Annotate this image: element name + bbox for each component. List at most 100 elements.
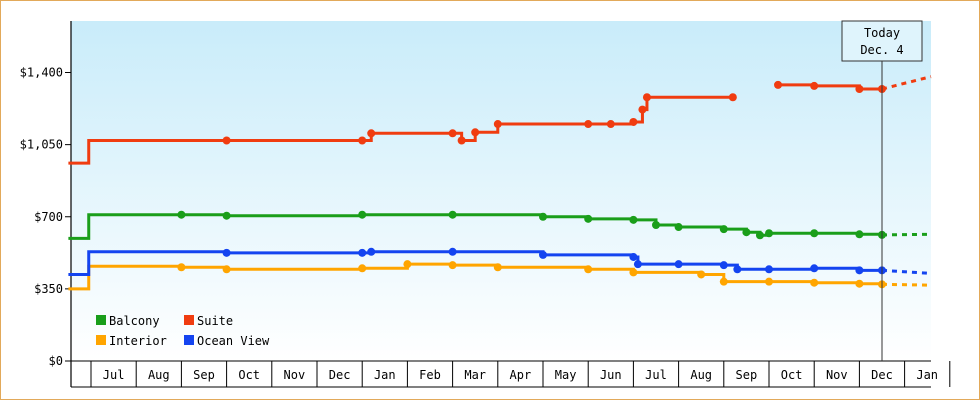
x-tick-label: Sep (736, 368, 758, 382)
legend-swatch (96, 335, 106, 345)
data-point-balcony (810, 229, 819, 238)
data-point-balcony (584, 214, 593, 223)
data-point-balcony (855, 230, 864, 239)
data-point-suite (222, 136, 231, 145)
x-tick-label: Jan (374, 368, 396, 382)
y-tick-label: $1,050 (20, 138, 63, 152)
x-tick-label: Aug (690, 368, 712, 382)
data-point-balcony (539, 212, 547, 221)
today-box (841, 20, 923, 62)
data-point-ocean-view (367, 247, 376, 256)
x-tick-label: Sep (193, 368, 215, 382)
legend-label: Suite (197, 314, 233, 328)
data-point-suite (584, 120, 593, 129)
y-tick-label: $700 (34, 210, 63, 224)
series-group (68, 75, 932, 291)
x-tick-label: Jun (600, 368, 622, 382)
x-tick-label: Jan (916, 368, 938, 382)
data-point-interior (358, 264, 367, 273)
data-point-ocean-view (855, 266, 864, 275)
forecast-line-balcony (881, 232, 932, 237)
data-point-suite (493, 120, 502, 129)
today-marker: Today Dec. 4 (841, 20, 923, 361)
data-point-interior (765, 277, 773, 286)
data-point-suite (457, 136, 466, 145)
data-point-suite (629, 117, 638, 126)
data-point-interior (403, 260, 412, 269)
data-point-suite (448, 129, 457, 138)
legend-swatch (184, 335, 194, 345)
data-point-interior (584, 265, 593, 274)
legend-label: Ocean View (197, 334, 270, 348)
legend-label: Interior (109, 334, 167, 348)
data-point-balcony (765, 229, 773, 238)
data-point-interior (719, 277, 728, 286)
data-point-ocean-view (810, 264, 819, 273)
data-point-ocean-view (733, 265, 742, 274)
data-point-ocean-view (222, 248, 231, 257)
data-point-suite (638, 105, 647, 114)
data-point-interior (222, 265, 231, 274)
x-tick-label: Nov (284, 368, 306, 382)
data-point-interior (177, 263, 186, 272)
data-point-balcony (742, 228, 751, 237)
x-tick-label: Jul (645, 368, 667, 382)
x-tick-label: Aug (148, 368, 170, 382)
data-point-suite (810, 81, 819, 90)
forecast-line-interior (881, 282, 932, 287)
data-point-ocean-view (765, 265, 773, 274)
legend-swatch (96, 315, 106, 325)
x-tick-label: Feb (419, 368, 441, 382)
y-tick-label: $0 (49, 354, 63, 368)
data-point-interior (493, 263, 502, 272)
x-tick-label: May (555, 368, 577, 382)
data-point-balcony (222, 211, 231, 220)
data-point-balcony (674, 223, 683, 232)
data-point-suite (471, 128, 480, 137)
x-tick-label: Mar (464, 368, 486, 382)
x-tick-label: Dec (329, 368, 351, 382)
data-point-interior (855, 279, 864, 288)
data-point-interior (629, 268, 638, 277)
x-tick-label: Dec (871, 368, 893, 382)
data-point-balcony (629, 215, 638, 224)
today-label: Dec. 4 (860, 43, 903, 57)
data-point-suite (367, 129, 376, 138)
axes: $0 $350 $700 $1,050 $1,400 Jul Aug Sep Oct Nov Dec… (20, 21, 951, 388)
data-point-balcony (177, 210, 186, 219)
data-point-ocean-view (358, 248, 367, 257)
x-tick-label: Jul (103, 368, 125, 382)
forecast-line-suite (881, 75, 932, 91)
data-point-balcony (755, 231, 764, 240)
x-tick-label: Oct (781, 368, 803, 382)
data-point-ocean-view (633, 260, 642, 269)
data-point-interior (448, 261, 457, 270)
x-tick-label: Apr (510, 368, 532, 382)
data-point-interior (697, 270, 706, 279)
plot-area (71, 21, 931, 361)
data-point-suite (606, 120, 615, 129)
data-point-balcony (358, 210, 367, 219)
data-point-interior (810, 278, 819, 287)
data-point-ocean-view (674, 260, 683, 269)
data-point-balcony (719, 225, 728, 234)
data-point-suite (358, 136, 367, 145)
data-point-suite (642, 93, 651, 102)
data-point-ocean-view (719, 261, 728, 270)
data-point-ocean-view (629, 252, 638, 261)
y-tick-label: $1,400 (20, 66, 63, 80)
legend-label: Balcony (109, 314, 160, 328)
y-tick-label: $350 (34, 282, 63, 296)
legend-swatch (184, 315, 194, 325)
data-point-suite (774, 80, 783, 89)
data-point-ocean-view (448, 247, 457, 256)
data-point-balcony (448, 210, 457, 219)
data-point-balcony (652, 221, 660, 229)
x-tick-label: Nov (826, 368, 848, 382)
x-tick-label: Oct (238, 368, 260, 382)
data-point-suite (855, 85, 864, 93)
data-point-suite (728, 93, 737, 102)
legend: Balcony Suite Interior Ocean View (96, 314, 270, 348)
